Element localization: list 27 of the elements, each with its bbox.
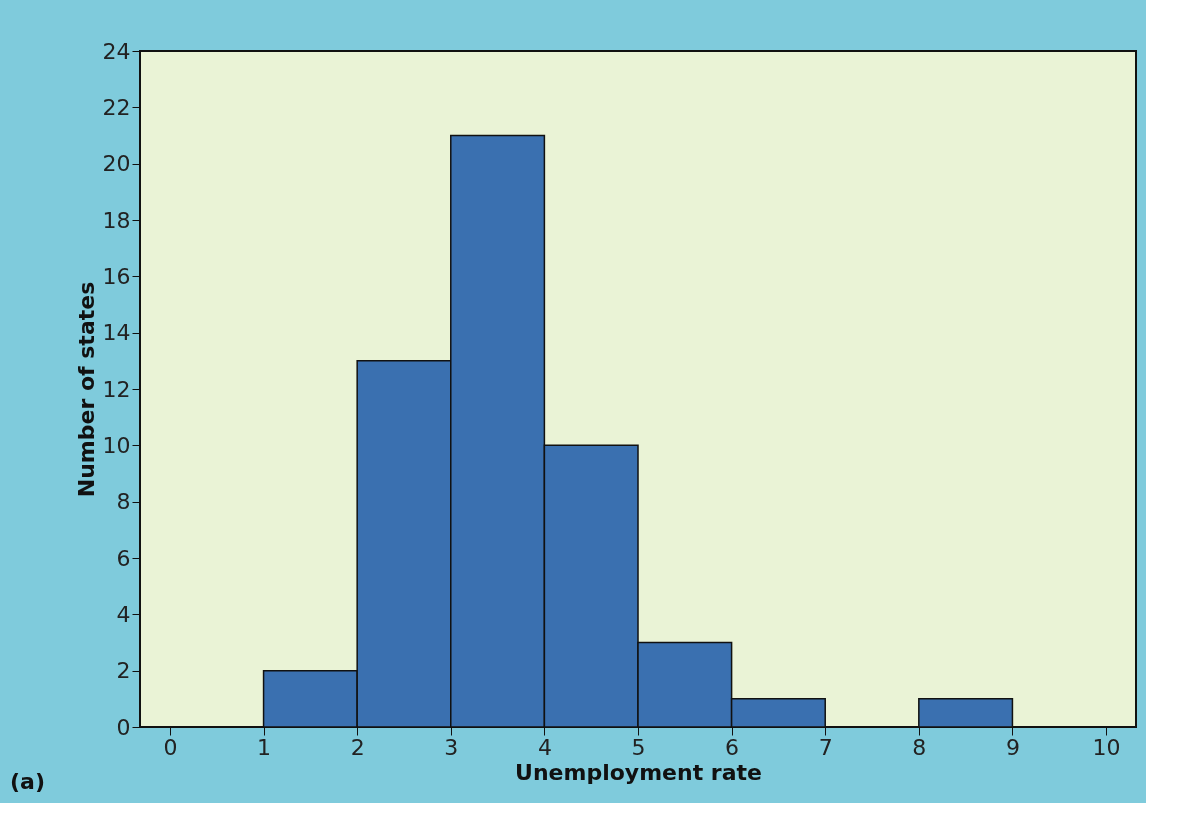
y-tick-label: 20 xyxy=(102,151,131,177)
x-tick-label: 6 xyxy=(725,734,740,760)
x-axis-title: Unemployment rate xyxy=(515,759,762,785)
y-axis-title: Number of states xyxy=(73,281,99,498)
x-tick-label: 2 xyxy=(350,734,365,760)
x-tick-label: 9 xyxy=(1005,734,1020,760)
y-tick-label: 10 xyxy=(102,432,131,458)
x-tick-label: 0 xyxy=(163,734,178,760)
x-tick-label: 3 xyxy=(444,734,459,760)
y-tick-label: 2 xyxy=(116,658,131,684)
y-tick-label: 16 xyxy=(102,263,131,289)
y-tick-label: 18 xyxy=(102,207,131,233)
y-tick-label: 8 xyxy=(116,489,131,515)
y-tick-label: 22 xyxy=(102,94,131,120)
x-tick-label: 7 xyxy=(818,734,833,760)
x-tick-label: 10 xyxy=(1092,734,1121,760)
x-tick-label: 5 xyxy=(631,734,646,760)
text: (a) xyxy=(10,769,45,794)
y-tick-label: 24 xyxy=(102,38,131,64)
y-tick-label: 14 xyxy=(102,320,131,346)
y-tick-label: 12 xyxy=(102,376,131,402)
x-tick-label: 1 xyxy=(257,734,272,760)
x-tick-label: 8 xyxy=(912,734,927,760)
x-tick-label: 4 xyxy=(537,734,552,760)
y-tick-label: 0 xyxy=(116,714,131,740)
y-tick-label: 4 xyxy=(116,601,131,627)
y-tick-label: 6 xyxy=(116,545,131,571)
